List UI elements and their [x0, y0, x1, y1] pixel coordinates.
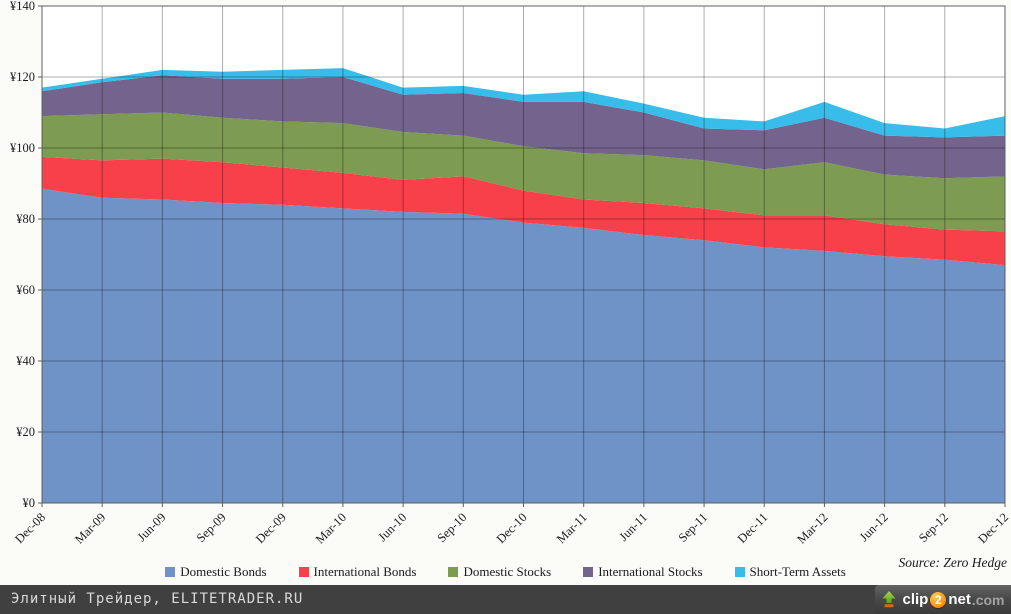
logo-text-com: .com — [971, 591, 1005, 608]
legend-item-domestic-stocks: Domestic Stocks — [448, 564, 551, 580]
y-axis-label: ¥80 — [16, 212, 35, 226]
y-axis-label: ¥40 — [16, 354, 35, 368]
area-international-bonds — [42, 156, 1005, 266]
legend-swatch-domestic-bonds — [165, 567, 176, 577]
x-axis-label: Sep-10 — [434, 510, 469, 545]
x-axis-label: Dec-12 — [975, 510, 1011, 546]
legend-label: Domestic Stocks — [463, 564, 552, 579]
x-axis-label: Jun-11 — [616, 510, 650, 544]
legend-item-international-bonds: International Bonds — [298, 564, 417, 580]
footer-bar: Элитный Трейдер, ELITETRADER.RU clip 2 n… — [0, 585, 1011, 614]
legend-swatch-domestic-stocks — [448, 567, 459, 577]
chart-legend: Domestic Bonds International Bonds Domes… — [0, 562, 1011, 582]
legend-label: International Stocks — [598, 564, 703, 579]
legend-swatch-short-term-assets — [734, 567, 745, 577]
x-axis-label: Dec-11 — [735, 510, 771, 546]
x-axis-label: Mar-10 — [313, 510, 349, 546]
legend-swatch-international-stocks — [583, 567, 594, 577]
logo-badge-2: 2 — [930, 591, 947, 608]
y-axis-label: ¥100 — [10, 141, 35, 155]
x-axis-label: Sep-11 — [676, 510, 711, 545]
x-axis-label: Dec-09 — [253, 510, 289, 546]
legend-label: Short-Term Assets — [749, 564, 846, 579]
y-axis-label: ¥0 — [23, 496, 36, 510]
x-axis-label: Mar-09 — [72, 510, 108, 546]
logo-text-clip: clip — [902, 591, 929, 608]
x-axis-label: Sep-12 — [916, 510, 951, 545]
legend-item-short-term-assets: Short-Term Assets — [734, 564, 846, 580]
x-axis-label: Mar-12 — [794, 510, 830, 546]
site-label: Элитный Трейдер, ELITETRADER.RU — [11, 591, 304, 607]
stacked-area-chart: ¥0 ¥20 ¥40 ¥60 ¥80 ¥100 ¥120 ¥140 Dec-08 Mar-09 Ju… — [10, 0, 1011, 546]
y-axis-label: ¥120 — [10, 70, 35, 84]
x-axis-label: Dec-10 — [494, 510, 530, 546]
logo-text-net: net — [948, 591, 971, 608]
legend-swatch-international-bonds — [298, 567, 309, 577]
legend-item-international-stocks: International Stocks — [583, 564, 703, 580]
upload-arrow-icon — [882, 591, 896, 608]
x-axis-label: Sep-09 — [194, 510, 229, 545]
y-axis-label: ¥20 — [16, 425, 35, 439]
x-axis-label: Jun-10 — [375, 510, 409, 544]
y-axis-label: ¥60 — [16, 283, 35, 297]
x-axis-label: Mar-11 — [554, 510, 590, 546]
source-note: Source: Zero Hedge — [898, 555, 1007, 570]
area-domestic-stocks — [42, 112, 1005, 232]
area-international-stocks — [42, 75, 1005, 179]
x-axis-label: Jun-09 — [135, 510, 169, 544]
x-axis-label: Jun-12 — [857, 510, 891, 544]
y-axis-label: ¥140 — [10, 0, 35, 13]
legend-item-domestic-bonds: Domestic Bonds — [165, 564, 267, 580]
clip2net-logo[interactable]: clip 2 net .com — [875, 585, 1011, 614]
legend-label: International Bonds — [313, 564, 417, 579]
x-axis-label: Dec-08 — [12, 510, 48, 546]
area-short-term-assets — [42, 68, 1005, 138]
area-domestic-bonds — [42, 188, 1005, 504]
legend-label: Domestic Bonds — [180, 564, 267, 579]
